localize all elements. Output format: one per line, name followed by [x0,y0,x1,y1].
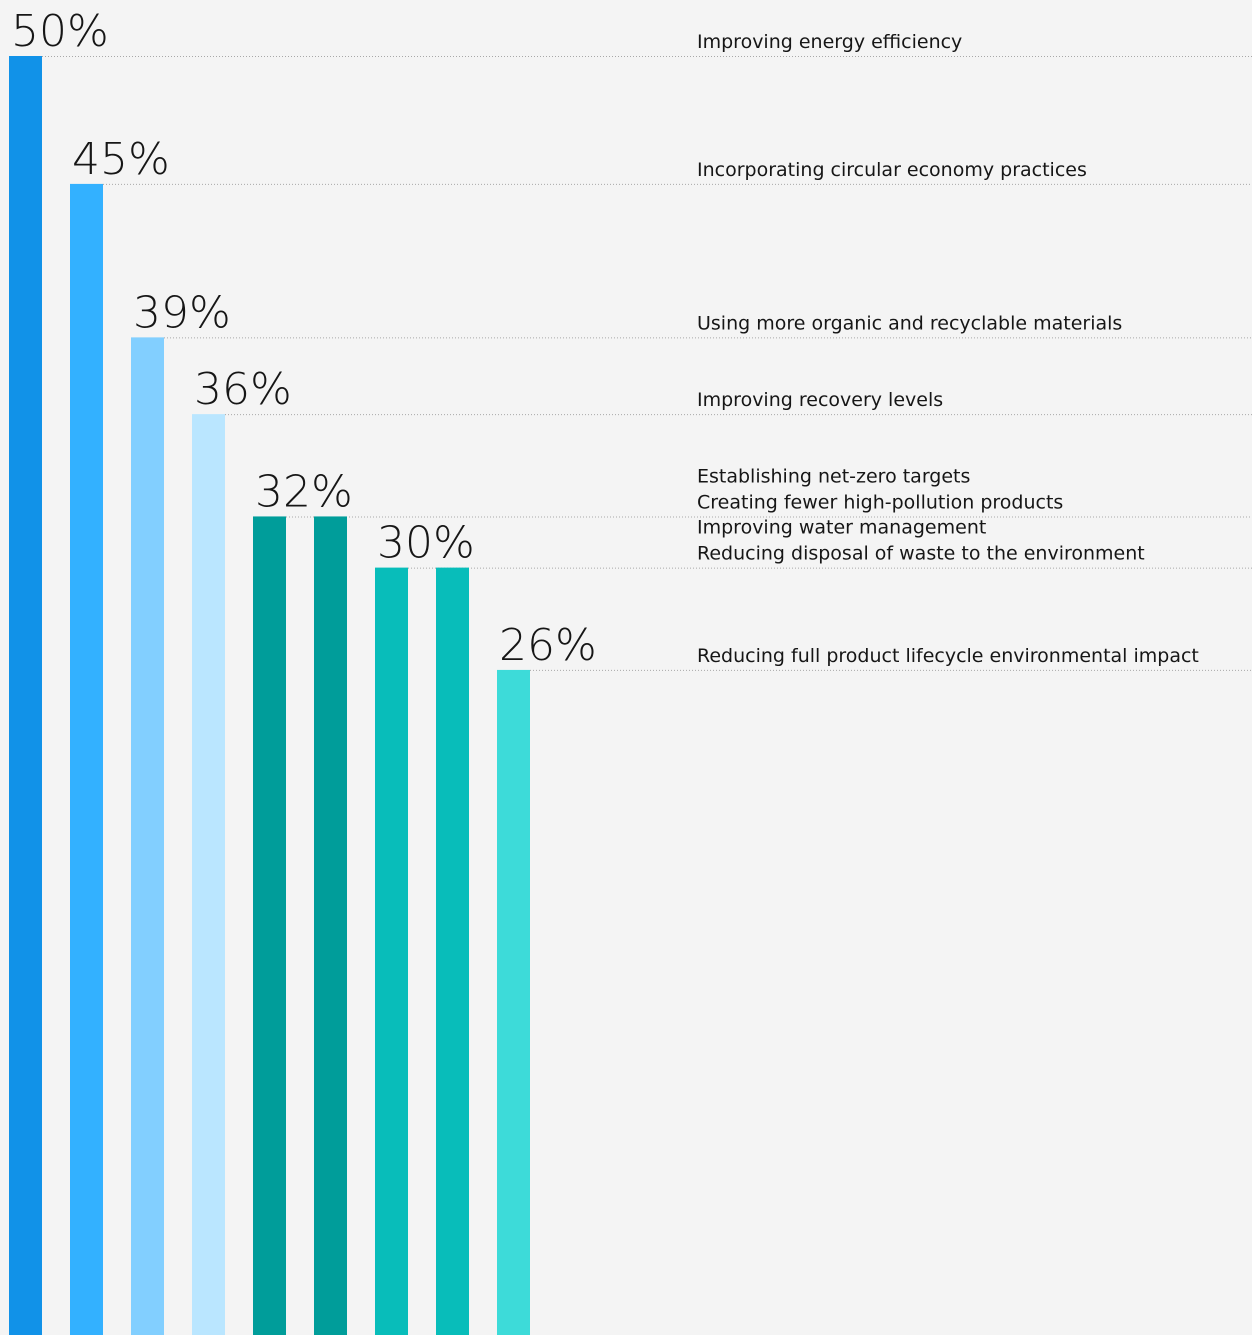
bar-5 [253,516,286,1335]
value-label-2: 45% [72,134,170,185]
category-label-8: Reducing disposal of waste to the enviro… [697,543,1145,565]
value-label-1: 50% [11,6,109,57]
category-label-7: Improving water management [697,517,986,539]
bar-3 [131,337,164,1335]
value-label-5: 32% [255,466,353,517]
value-labels-group: 50% 45% 39% 36% 32% 30% 26% [11,6,597,671]
value-label-4: 36% [194,364,292,415]
category-label-1: Improving energy efficiency [697,31,962,53]
bar-6 [314,516,347,1335]
guide-lines [42,56,1252,671]
bar-4 [192,414,225,1335]
bar-8 [436,567,469,1335]
category-labels-group: Improving energy efficiency Incorporating… [697,31,1199,667]
category-label-6: Creating fewer high-pollution products [697,491,1063,513]
value-label-7: 30% [377,518,475,569]
category-label-2: Incorporating circular economy practices [697,159,1087,181]
value-label-9: 26% [499,620,597,671]
category-label-5: Establishing net-zero targets [697,465,970,487]
category-label-3: Using more organic and recyclable materi… [697,312,1122,334]
category-label-4: Improving recovery levels [697,389,943,411]
bar-9 [497,669,530,1335]
value-label-3: 39% [133,287,231,338]
bar-1 [9,56,42,1335]
category-label-9: Reducing full product lifecycle environm… [697,645,1199,667]
bar-2 [70,183,103,1335]
bar-7 [375,567,408,1335]
bars-group [9,56,530,1335]
